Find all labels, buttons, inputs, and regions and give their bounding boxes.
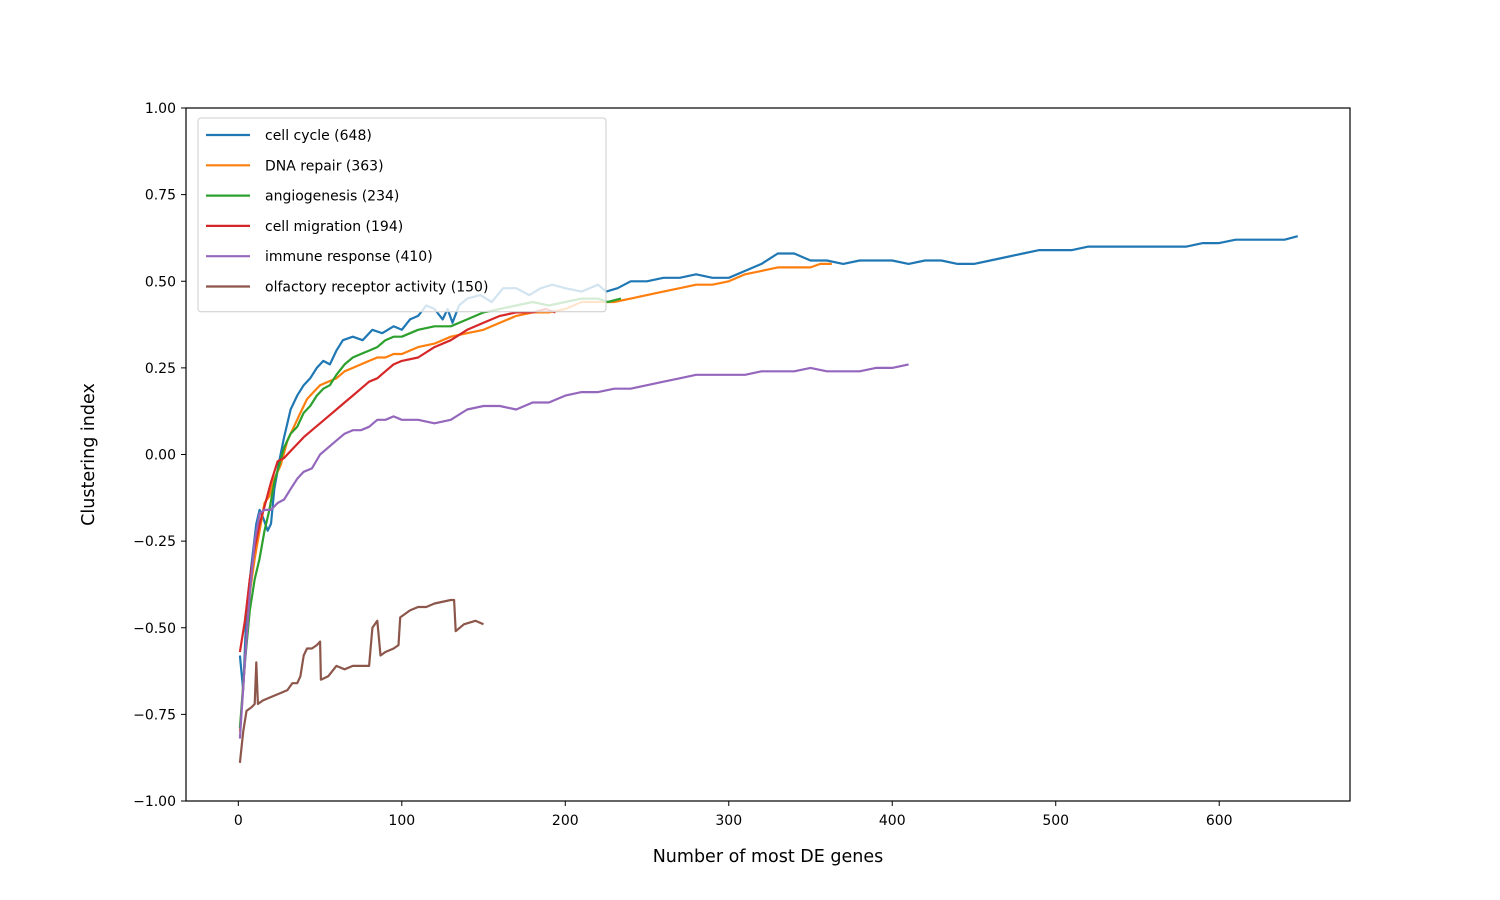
x-axis-label: Number of most DE genes	[653, 847, 884, 867]
legend-label-4: immune response (410)	[265, 249, 433, 265]
y-tick-label: −1.00	[133, 794, 176, 810]
y-tick-label: 0.00	[145, 448, 176, 464]
y-tick-label: 0.50	[145, 274, 176, 290]
legend-label-1: DNA repair (363)	[265, 158, 384, 174]
legend-label-5: olfactory receptor activity (150)	[265, 280, 488, 296]
x-tick-label: 600	[1206, 813, 1233, 829]
y-tick-label: −0.25	[133, 534, 176, 550]
x-axis: 0 100 200 300 400 500 600	[234, 801, 1233, 829]
legend-box	[197, 117, 607, 313]
series-layer	[238, 235, 1298, 764]
x-tick-label: 500	[1042, 813, 1069, 829]
y-tick-label: 0.75	[145, 188, 176, 204]
x-tick-label: 0	[234, 813, 243, 829]
legend-label-0: cell cycle (648)	[265, 128, 372, 144]
series-line-4	[238, 363, 909, 739]
x-tick-label: 200	[552, 813, 579, 829]
y-tick-label: −0.75	[133, 707, 176, 723]
y-tick-label: 1.00	[145, 101, 176, 117]
x-tick-label: 100	[388, 813, 415, 829]
x-tick-label: 400	[879, 813, 906, 829]
legend: cell cycle (648) DNA repair (363) angiogen…	[197, 117, 607, 313]
legend-label-3: cell migration (194)	[265, 219, 403, 235]
legend-label-2: angiogenesis (234)	[265, 189, 399, 205]
series-line-3	[238, 307, 556, 653]
y-axis: −1.00 −0.75 −0.50 −0.25 0.00 0.25 0.50 0.75 1.00	[133, 101, 186, 810]
series-line-1	[238, 262, 832, 732]
series-line-2	[238, 297, 622, 729]
y-axis-label: Clustering index	[79, 383, 99, 526]
y-tick-label: −0.50	[133, 621, 176, 637]
y-tick-label: 0.25	[145, 361, 176, 377]
x-tick-label: 300	[715, 813, 742, 829]
series-line-5	[238, 598, 484, 764]
